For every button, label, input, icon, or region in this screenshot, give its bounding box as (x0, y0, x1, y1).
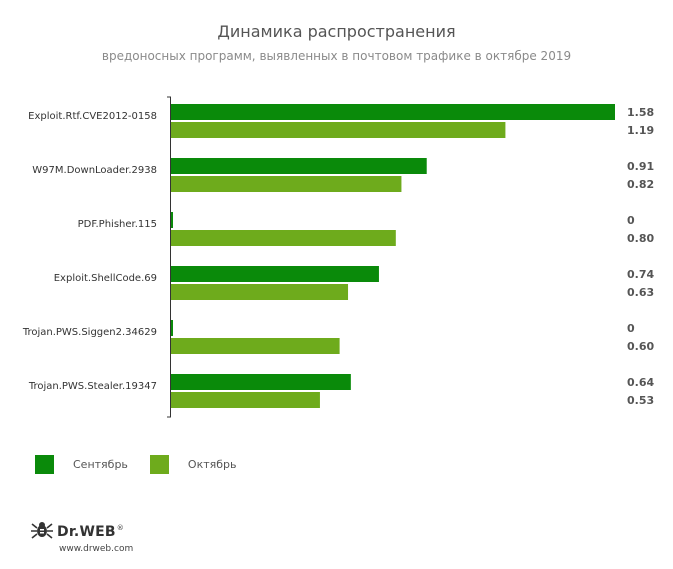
category-label: Trojan.PWS.Siggen2.34629 (22, 327, 157, 338)
data-label: 0.64 (627, 376, 654, 389)
category-label: Exploit.Rtf.CVE2012-0158 (28, 111, 157, 122)
bar-september (171, 104, 615, 120)
category-label: Trojan.PWS.Stealer.19347 (28, 381, 157, 392)
bar-september (171, 374, 351, 390)
data-label: 0.53 (627, 394, 654, 407)
chart-subtitle: вредоносных программ, выявленных в почто… (101, 49, 572, 63)
legend-label-september: Сентябрь (73, 458, 128, 471)
chart-legend: Сентябрь Октябрь (35, 455, 262, 474)
legend-item-october: Октябрь (149, 455, 240, 474)
data-label: 0 (627, 322, 635, 335)
spider-icon (31, 521, 53, 543)
legend-label-october: Октябрь (187, 458, 237, 471)
data-label: 1.58 (627, 106, 654, 119)
data-label: 0.91 (627, 160, 654, 173)
drweb-logo: Dr.WEB ® www.drweb.com (31, 521, 133, 554)
data-label: 0.74 (627, 268, 654, 281)
bar-september (171, 266, 379, 282)
data-label: 0.80 (627, 232, 654, 245)
registered-mark-icon: ® (116, 524, 124, 532)
bar-october (171, 230, 396, 246)
bar-october (171, 176, 402, 192)
chart-title: Динамика распространения (217, 22, 456, 41)
data-label: 0.63 (627, 286, 654, 299)
data-label: 0.82 (627, 178, 654, 191)
legend-swatch-october (149, 455, 169, 474)
bar-september (171, 320, 173, 336)
legend-swatch-september (35, 455, 54, 474)
bar-september (171, 158, 427, 174)
bar-september (171, 212, 173, 228)
category-label: PDF.Phisher.115 (78, 219, 157, 230)
category-label: Exploit.ShellCode.69 (54, 273, 157, 284)
data-label: 0 (627, 214, 635, 227)
bar-october (171, 392, 320, 408)
data-label: 1.19 (627, 124, 654, 137)
bar-october (171, 284, 349, 300)
legend-item-september: Сентябрь (35, 455, 128, 474)
bar-october (171, 338, 340, 354)
logo-url: www.drweb.com (59, 544, 134, 554)
bar-october (171, 122, 506, 138)
logo-brand-text: Dr.WEB (57, 524, 116, 540)
data-label: 0.60 (627, 340, 654, 353)
category-label: W97M.DownLoader.2938 (32, 165, 157, 176)
